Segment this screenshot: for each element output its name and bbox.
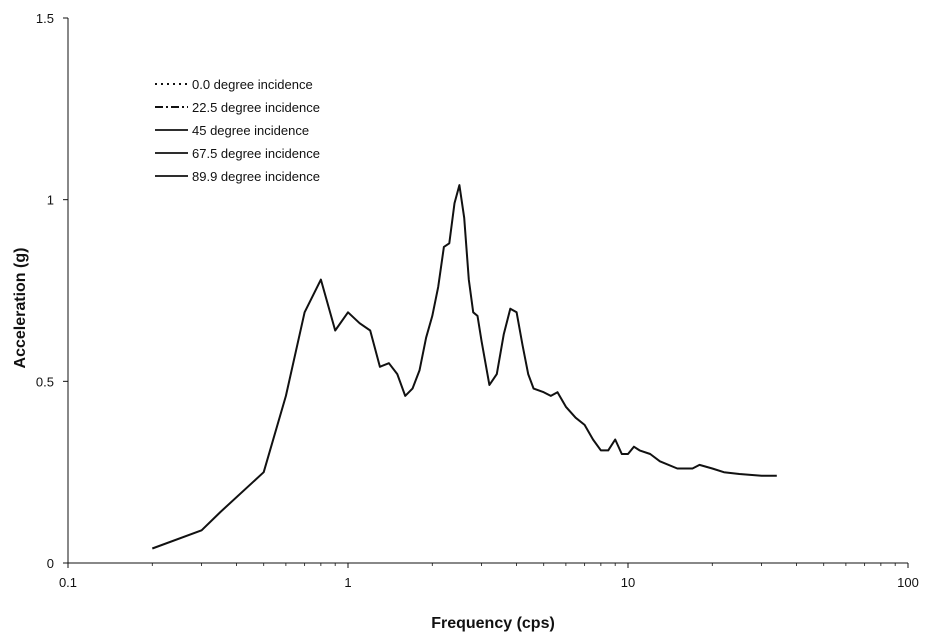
x-tick-label: 10 [621,575,635,590]
x-tick-label: 100 [897,575,919,590]
y-tick-label: 0 [47,556,54,571]
y-tick-label: 0.5 [36,374,54,389]
legend-label: 67.5 degree incidence [192,146,320,161]
axes [67,18,908,564]
legend: 0.0 degree incidence 22.5 degree incidenc… [155,77,320,184]
legend-label: 0.0 degree incidence [192,77,313,92]
y-tick-label: 1.5 [36,11,54,26]
legend-label: 22.5 degree incidence [192,100,320,115]
legend-label: 89.9 degree incidence [192,169,320,184]
y-axis-title: Acceleration (g) [12,248,29,369]
x-axis-title: Frequency (cps) [431,615,555,632]
y-tick-label: 1 [47,193,54,208]
x-tick-label: 1 [344,575,351,590]
tick-labels: 0.1 1 10 100 0 0.5 1 1.5 [36,11,919,590]
legend-label: 45 degree incidence [192,123,309,138]
x-tick-label: 0.1 [59,575,77,590]
series-line [151,184,777,550]
data-series [151,184,777,550]
